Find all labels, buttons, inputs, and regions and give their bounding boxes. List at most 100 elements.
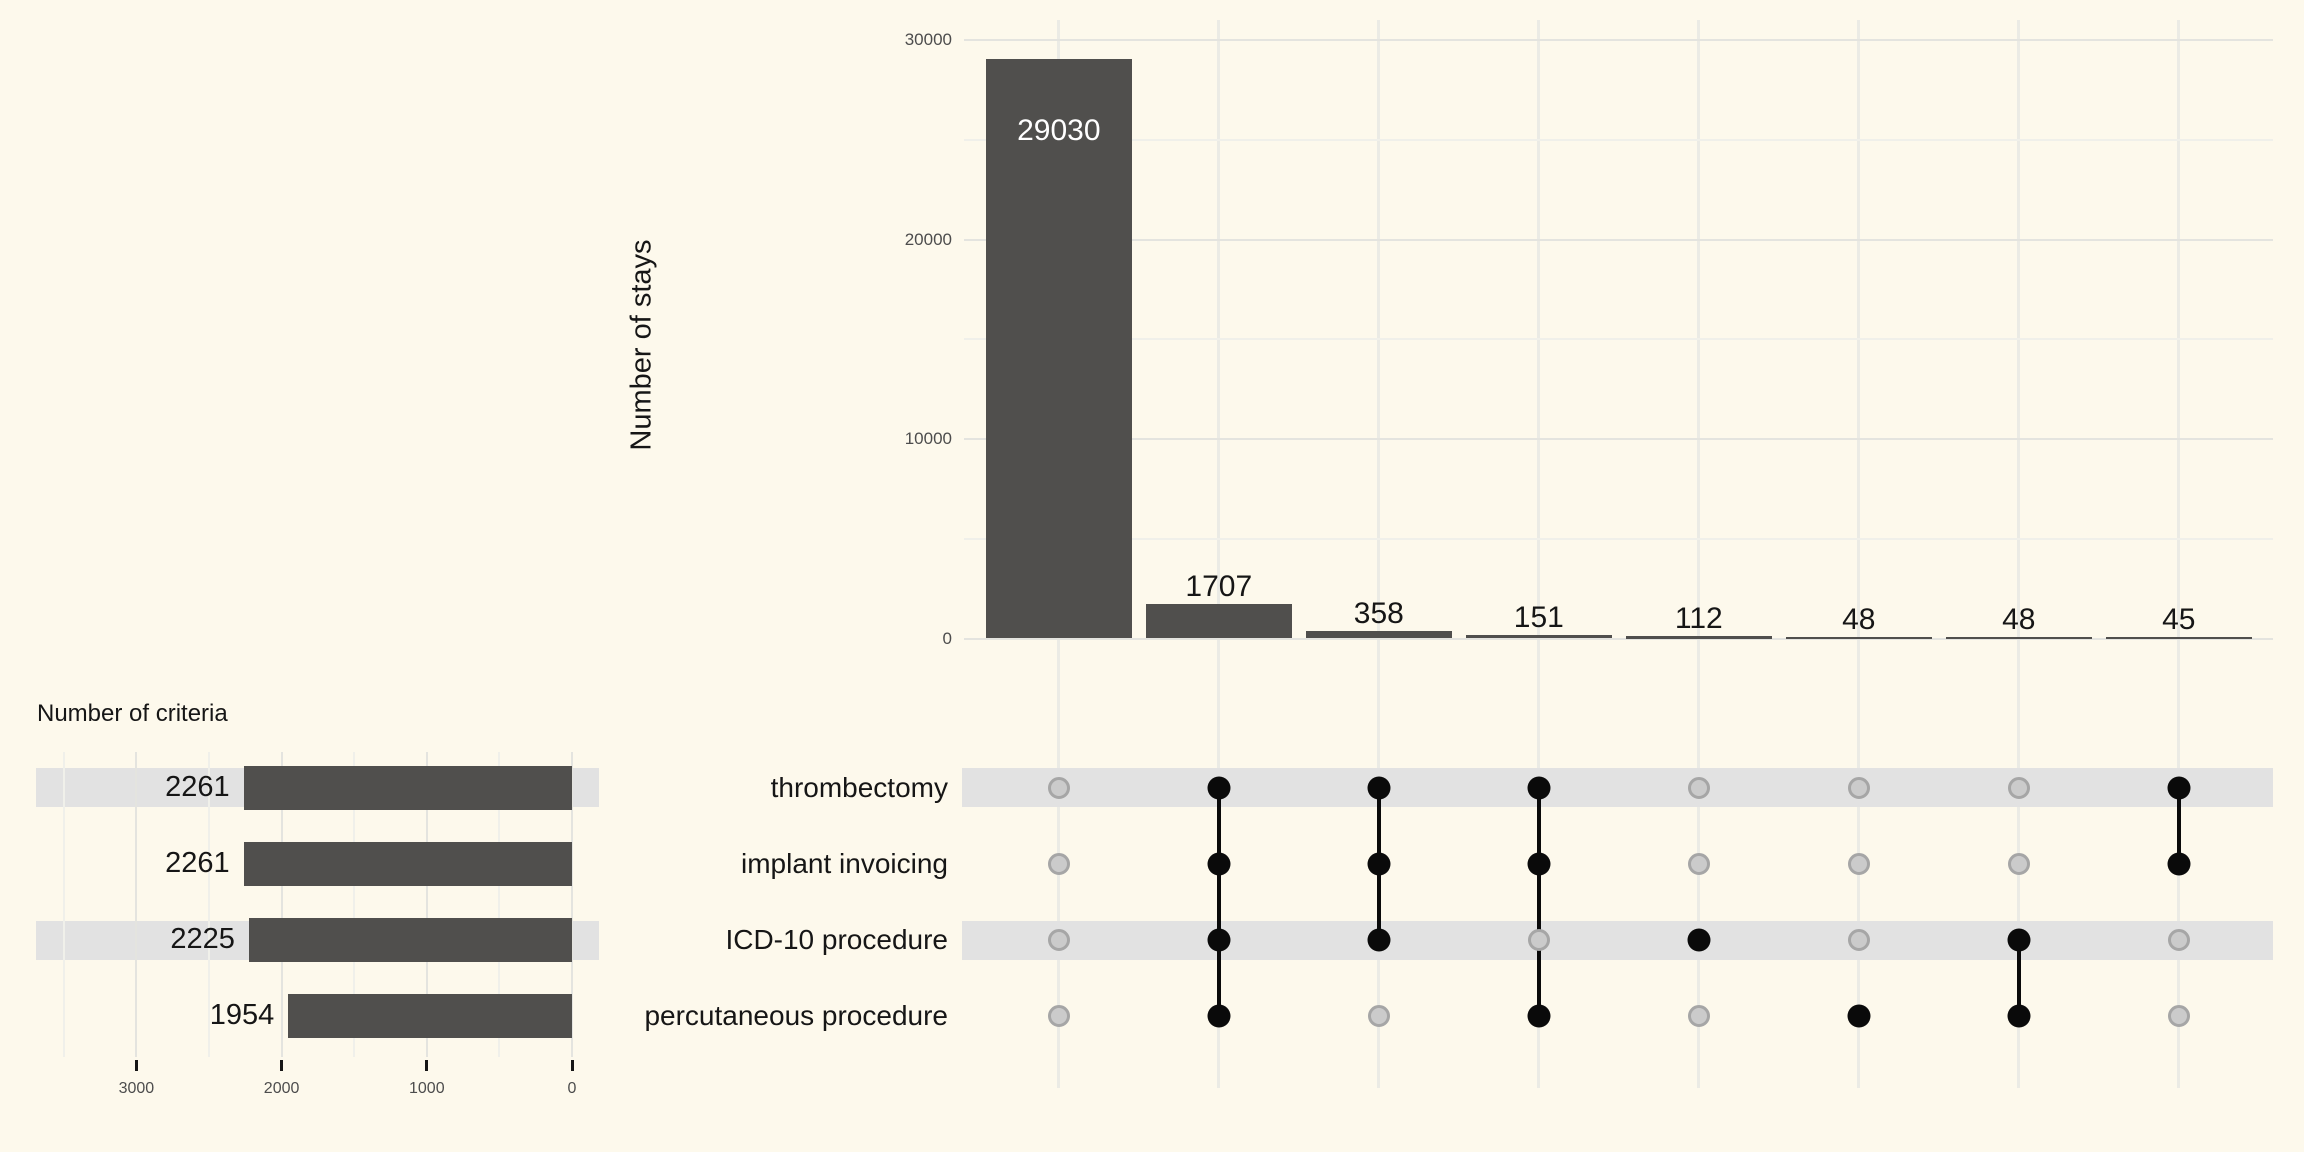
x-axis-tick-mark <box>280 1060 284 1071</box>
matrix-dot-inactive <box>1847 929 1870 952</box>
matrix-dot-active <box>1527 1004 1551 1028</box>
column-guide-line <box>2177 20 2181 1088</box>
matrix-row-stripe <box>962 768 2273 807</box>
matrix-dot-inactive <box>1687 852 1710 875</box>
matrix-dot-inactive <box>1367 1005 1390 1028</box>
matrix-dot-inactive <box>2167 1005 2190 1028</box>
column-guide-line <box>2017 20 2021 1088</box>
matrix-row-label: ICD-10 procedure <box>725 924 948 956</box>
matrix-dot-inactive <box>2007 852 2030 875</box>
x-axis-tick-label: 2000 <box>263 1080 300 1097</box>
matrix-dot-inactive <box>1047 1005 1070 1028</box>
gridline-major <box>964 438 2273 440</box>
intersection-bar <box>1785 636 1932 639</box>
matrix-dot-inactive <box>1847 852 1870 875</box>
intersection-bar-value-label: 112 <box>1674 602 1723 636</box>
x-axis-tick-mark <box>570 1060 574 1071</box>
column-guide-line <box>1857 20 1861 1088</box>
column-guide-line <box>1217 20 1221 1088</box>
intersection-bar-value-label: 48 <box>2002 602 2036 636</box>
intersection-bar-value-label: 45 <box>2162 602 2196 636</box>
criteria-bar-value-label: 2261 <box>165 846 230 879</box>
matrix-row-stripe <box>962 920 2273 960</box>
y-axis-tick-label: 20000 <box>904 229 952 249</box>
intersection-bar <box>1145 604 1292 639</box>
matrix-connector-line <box>2016 940 2021 1017</box>
matrix-dot-active <box>1527 776 1551 799</box>
y-axis-tick-label: 10000 <box>904 429 952 448</box>
intersection-bar <box>1625 636 1772 639</box>
matrix-connector-line <box>1536 787 1541 1017</box>
matrix-dot-active <box>1207 928 1231 952</box>
criteria-bar <box>248 918 572 963</box>
x-axis-tick-mark <box>134 1060 138 1071</box>
matrix-connector-line <box>1216 787 1221 1017</box>
column-guide-line <box>1697 20 1701 1088</box>
matrix-dot-active <box>2167 776 2191 799</box>
intersection-bar-value-label: 1707 <box>1185 570 1253 604</box>
gridline-minor <box>208 752 210 1057</box>
intersection-bar <box>1465 635 1612 639</box>
column-guide-line <box>1537 20 1541 1088</box>
matrix-row-label: percutaneous procedure <box>644 1000 948 1032</box>
matrix-dot-inactive <box>1047 776 1070 799</box>
matrix-dot-active <box>1367 928 1391 952</box>
y-axis-tick-label: 30000 <box>904 30 952 49</box>
matrix-dot-active <box>2007 928 2031 952</box>
criteria-bar-value-label: 2225 <box>170 922 235 955</box>
gridline-minor <box>353 752 356 1057</box>
gridline-major <box>425 752 428 1057</box>
x-axis-tick-label: 0 <box>567 1080 577 1097</box>
criteria-bar <box>243 841 572 886</box>
gridline-minor <box>498 752 501 1057</box>
intersection-bar-value-label: 48 <box>1842 602 1876 636</box>
gridline-major <box>280 752 283 1057</box>
intersection-bar-value-label: 358 <box>1353 597 1404 631</box>
y-axis-tick-label: 0 <box>942 628 952 648</box>
matrix-dot-active <box>1687 928 1711 952</box>
gridline-minor <box>964 537 2273 540</box>
intersection-bar <box>1945 636 2092 639</box>
intersection-bar-value-label: 151 <box>1513 601 1564 635</box>
criteria-chart-title: Number of criteria <box>37 700 228 727</box>
intersection-bar <box>1305 631 1452 639</box>
criteria-bar <box>243 765 572 810</box>
column-guide-line <box>1377 20 1381 1088</box>
matrix-dot-inactive <box>2007 776 2030 799</box>
criteria-bar-value-label: 1954 <box>209 999 275 1032</box>
criteria-bar-value-label: 2261 <box>165 770 230 803</box>
matrix-dot-active <box>1207 1004 1231 1028</box>
x-axis-tick-mark <box>425 1060 429 1071</box>
matrix-dot-inactive <box>1047 929 1070 952</box>
matrix-dot-active <box>1367 776 1391 799</box>
matrix-connector-line <box>2176 787 2181 864</box>
x-axis-tick-label: 1000 <box>409 1080 445 1097</box>
matrix-dot-active <box>1847 1004 1871 1028</box>
matrix-dot-inactive <box>1847 776 1870 799</box>
matrix-dot-active <box>1207 776 1231 799</box>
y-axis-title: Number of stays <box>625 239 658 451</box>
matrix-dot-inactive <box>1047 852 1070 875</box>
gridline-minor <box>62 752 65 1057</box>
matrix-dot-active <box>1367 852 1391 876</box>
gridline-major <box>571 752 573 1057</box>
gridline-major <box>135 752 138 1057</box>
matrix-dot-inactive <box>2167 929 2190 952</box>
matrix-row-label: thrombectomy <box>770 771 948 803</box>
matrix-dot-active <box>1207 852 1231 876</box>
intersection-bar <box>2105 636 2252 639</box>
gridline-major <box>964 39 2273 41</box>
matrix-dot-inactive <box>1527 929 1550 952</box>
matrix-dot-active <box>2007 1004 2031 1028</box>
matrix-dot-active <box>2167 852 2191 876</box>
gridline-major <box>964 637 2273 640</box>
matrix-dot-inactive <box>1687 776 1710 799</box>
gridline-major <box>964 238 2273 241</box>
gridline-minor <box>964 338 2273 341</box>
criteria-bar <box>288 994 572 1039</box>
matrix-dot-inactive <box>1687 1005 1710 1028</box>
x-axis-tick-label: 3000 <box>118 1080 155 1097</box>
intersection-bar-value-label: 29030 <box>1017 114 1101 148</box>
matrix-row-label: implant invoicing <box>741 847 948 879</box>
